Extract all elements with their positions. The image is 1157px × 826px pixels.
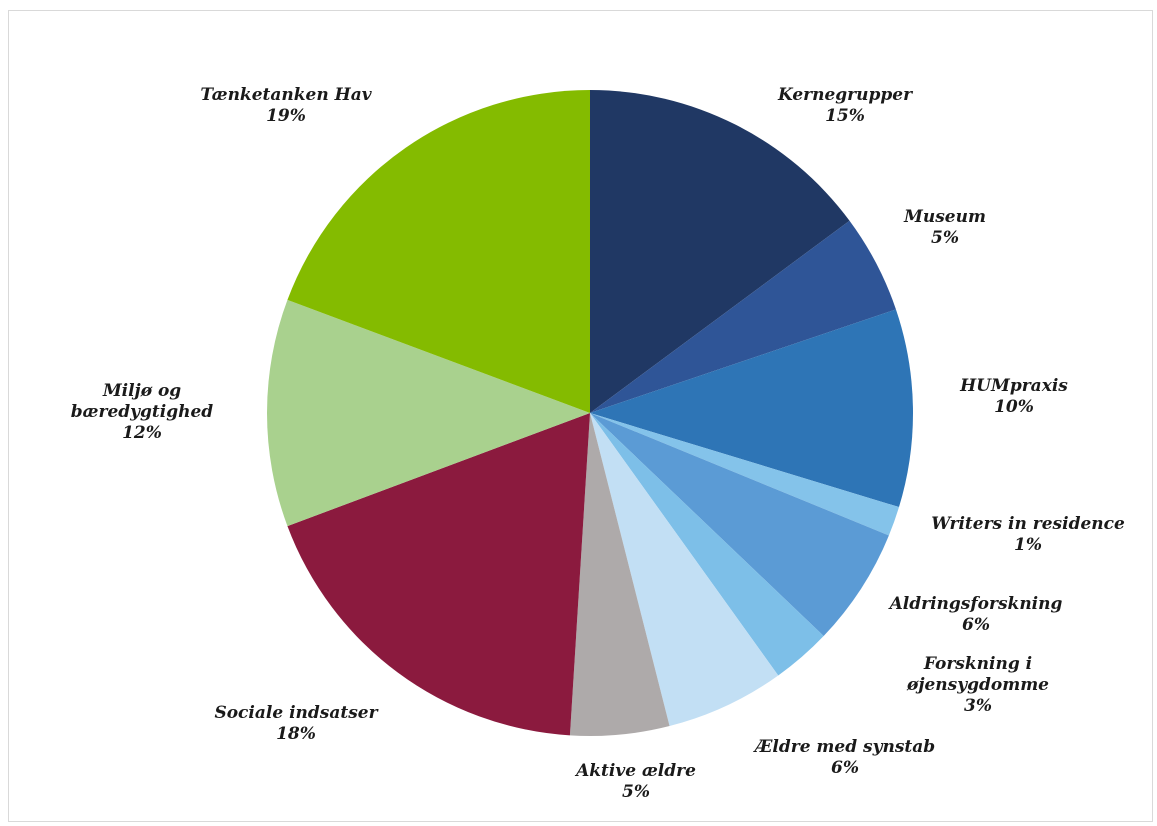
pie-slice-10 <box>287 90 590 413</box>
pie-slice-2 <box>590 309 914 508</box>
slice-label-line: 19% <box>266 106 306 126</box>
pie-slice-9 <box>267 299 590 527</box>
slice-label-line: Aktive ældre <box>574 761 696 781</box>
slice-label-line: Aldringsforskning <box>888 594 1063 614</box>
slice-label-5: Forskning i øjensygdomme 3% <box>906 654 1049 716</box>
slice-label-line: 18% <box>276 724 316 744</box>
slice-label-9: Miljø og bæredygtighed 12% <box>71 381 214 443</box>
slice-label-10: Tænketanken Hav 19% <box>200 85 372 126</box>
pie-slices <box>267 90 914 737</box>
pie-slice-6 <box>590 413 779 727</box>
slice-label-2: HUMpraxis 10% <box>959 376 1068 417</box>
slice-label-0: Kernegrupper 15% <box>777 85 913 126</box>
slice-label-line: HUMpraxis <box>959 376 1068 396</box>
slice-label-line: 3% <box>964 696 992 716</box>
slice-label-line: 6% <box>962 615 990 635</box>
slice-label-8: Sociale indsatser 18% <box>214 703 378 744</box>
slice-label-line: 6% <box>831 758 859 778</box>
slice-label-line: 1% <box>1014 535 1042 555</box>
slice-label-6: Ældre med synstab 6% <box>753 737 935 778</box>
slice-label-1: Museum 5% <box>903 207 986 248</box>
pie-slice-1 <box>590 220 896 413</box>
slice-label-line: Kernegrupper <box>777 85 913 105</box>
slice-label-4: Aldringsforskning 6% <box>888 594 1063 635</box>
slice-label-line: Sociale indsatser <box>214 703 378 723</box>
slice-label-line: 15% <box>825 106 865 126</box>
pie-slice-4 <box>590 413 889 637</box>
pie-slice-3 <box>590 413 899 536</box>
slice-label-line: øjensygdomme <box>906 675 1049 695</box>
slice-label-line: 12% <box>122 423 162 443</box>
pie-slice-8 <box>287 413 590 736</box>
slice-label-line: Miljø og <box>102 381 181 401</box>
slice-label-line: 10% <box>994 397 1034 417</box>
slice-label-line: bæredygtighed <box>71 402 214 422</box>
slice-label-line: 5% <box>622 782 650 802</box>
slice-label-line: Museum <box>903 207 986 227</box>
slice-label-line: Ældre med synstab <box>753 737 935 757</box>
slice-label-7: Aktive ældre 5% <box>574 761 696 802</box>
pie-labels: Kernegrupper 15%Museum 5%HUMpraxis 10%Write… <box>71 85 1125 802</box>
slice-label-3: Writers in residence 1% <box>931 514 1125 555</box>
slice-label-line: Writers in residence <box>931 514 1125 534</box>
slice-label-line: Forskning i <box>923 654 1032 674</box>
slice-label-line: Tænketanken Hav <box>200 85 372 105</box>
pie-slice-7 <box>569 413 670 737</box>
slice-label-line: 5% <box>931 228 959 248</box>
pie-slice-5 <box>590 413 824 676</box>
pie-slice-0 <box>590 90 850 413</box>
